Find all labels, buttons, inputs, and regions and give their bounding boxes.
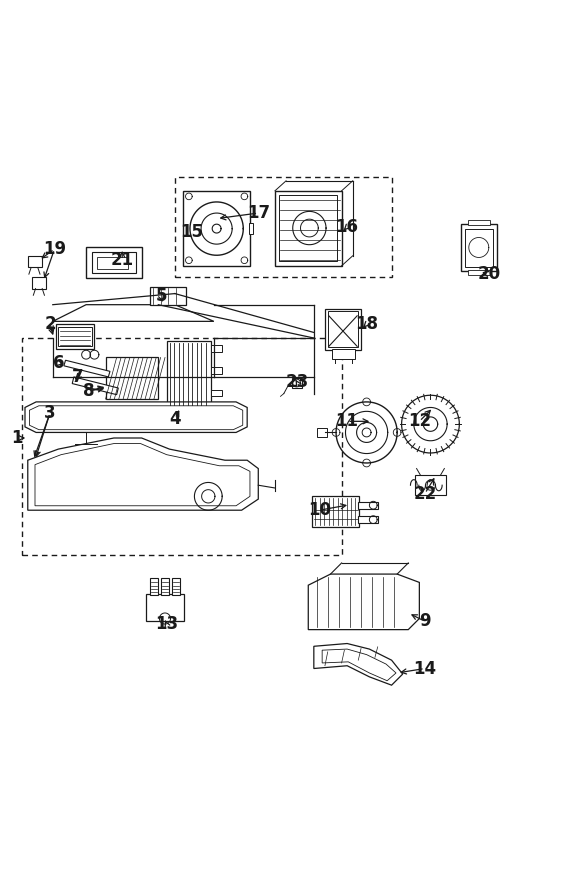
- Text: 22: 22: [413, 484, 436, 503]
- Bar: [91, 252, 136, 273]
- Polygon shape: [53, 305, 214, 321]
- Text: 16: 16: [335, 218, 358, 236]
- Polygon shape: [314, 644, 403, 685]
- Bar: [325, 308, 361, 350]
- Text: 5: 5: [155, 287, 167, 306]
- Text: 15: 15: [180, 223, 203, 242]
- Text: 10: 10: [308, 501, 331, 519]
- Bar: [316, 428, 327, 437]
- Bar: [86, 248, 141, 278]
- Text: 20: 20: [477, 265, 500, 283]
- Bar: [145, 594, 185, 621]
- Bar: [466, 229, 493, 267]
- Text: 11: 11: [335, 413, 358, 430]
- FancyBboxPatch shape: [105, 357, 158, 399]
- Bar: [211, 367, 222, 374]
- Text: 13: 13: [155, 615, 178, 633]
- Text: 19: 19: [43, 240, 66, 258]
- Bar: [468, 220, 490, 225]
- Bar: [150, 578, 158, 595]
- Text: 6: 6: [53, 354, 64, 372]
- Bar: [279, 195, 337, 261]
- Bar: [468, 270, 490, 275]
- Bar: [167, 341, 211, 407]
- Bar: [211, 390, 222, 396]
- Bar: [150, 287, 186, 305]
- Polygon shape: [64, 360, 110, 377]
- Text: 17: 17: [247, 204, 270, 222]
- Bar: [275, 191, 342, 265]
- Polygon shape: [35, 443, 250, 505]
- Text: 21: 21: [111, 251, 134, 269]
- Polygon shape: [25, 402, 247, 433]
- Bar: [312, 497, 360, 526]
- Bar: [32, 278, 46, 288]
- Text: 8: 8: [83, 382, 95, 399]
- Polygon shape: [28, 438, 258, 510]
- Bar: [358, 502, 378, 509]
- Bar: [211, 345, 222, 352]
- Text: 3: 3: [44, 404, 56, 422]
- Text: 2: 2: [44, 315, 56, 333]
- Text: 1: 1: [11, 429, 22, 447]
- Bar: [249, 223, 253, 234]
- Text: 4: 4: [169, 410, 181, 427]
- Text: 23: 23: [286, 373, 309, 392]
- Bar: [172, 578, 180, 595]
- Text: 12: 12: [408, 413, 431, 430]
- Bar: [28, 257, 42, 267]
- Bar: [328, 311, 358, 348]
- Bar: [183, 191, 250, 265]
- Text: 18: 18: [355, 315, 378, 333]
- Polygon shape: [322, 649, 396, 681]
- Bar: [22, 338, 342, 555]
- Text: 9: 9: [419, 612, 431, 631]
- Bar: [332, 349, 356, 358]
- Bar: [58, 327, 91, 346]
- Polygon shape: [309, 574, 420, 630]
- Bar: [292, 378, 302, 388]
- Text: 14: 14: [413, 660, 436, 677]
- Bar: [56, 324, 94, 350]
- Polygon shape: [29, 406, 243, 429]
- Bar: [175, 177, 392, 277]
- Bar: [415, 475, 446, 495]
- Polygon shape: [72, 377, 118, 395]
- Text: 7: 7: [72, 368, 84, 386]
- Bar: [358, 516, 378, 523]
- Bar: [461, 224, 497, 272]
- Bar: [161, 578, 169, 595]
- Bar: [97, 257, 128, 269]
